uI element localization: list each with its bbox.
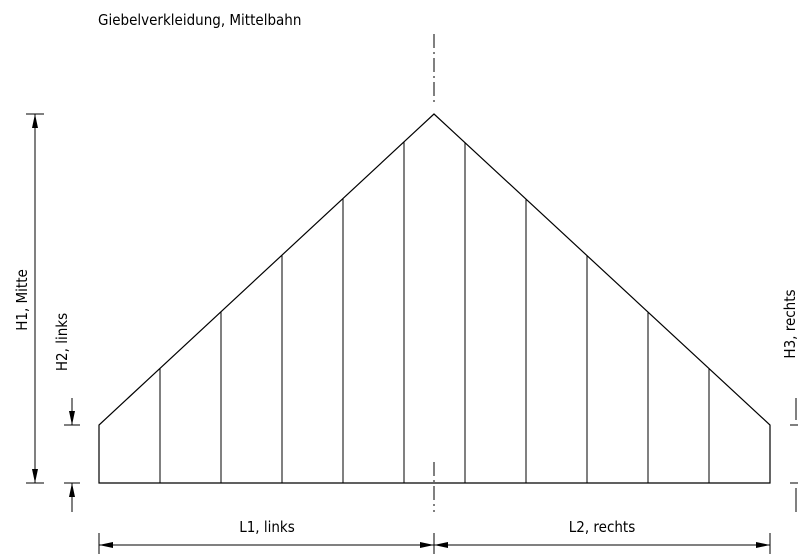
dim-label: L2, rechts	[569, 518, 635, 536]
dim-h2	[64, 398, 80, 512]
dim-label: H3, rechts	[781, 289, 798, 358]
gable-outline	[98, 113, 771, 484]
panel-lines	[159, 141, 710, 483]
dim-h1	[26, 113, 44, 484]
dim-label: L1, links	[239, 518, 295, 536]
dim-h3	[790, 398, 798, 512]
dim-label: H2, links	[53, 313, 71, 371]
dim-label: H1, Mitte	[13, 269, 31, 331]
title: Giebelverkleidung, Mittelbahn	[98, 11, 301, 29]
dim-l	[98, 533, 771, 554]
